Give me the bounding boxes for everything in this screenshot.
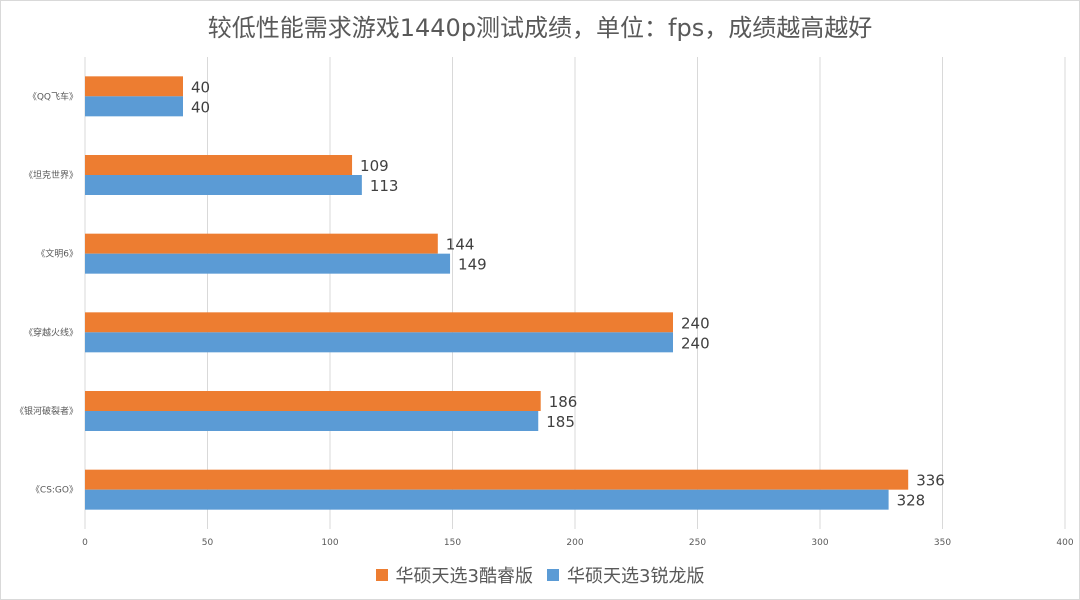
data-label: 40 bbox=[191, 98, 210, 116]
data-label: 336 bbox=[916, 472, 945, 490]
data-label: 240 bbox=[681, 314, 710, 332]
bar bbox=[85, 411, 539, 431]
bar bbox=[85, 233, 438, 254]
y-tick-label: 《穿越火线》 bbox=[24, 326, 78, 338]
y-tick-label: 《文明6》 bbox=[36, 248, 78, 260]
bar bbox=[85, 155, 353, 175]
y-tick-label: 《CS:GO》 bbox=[31, 485, 78, 496]
legend-swatch bbox=[547, 569, 559, 581]
data-label: 186 bbox=[549, 393, 578, 411]
x-tick-label: 0 bbox=[82, 538, 88, 548]
legend-swatch bbox=[375, 569, 388, 581]
x-tick-label: 200 bbox=[566, 538, 583, 548]
y-tick-label: 《QQ飞车》 bbox=[28, 90, 78, 102]
x-tick-label: 350 bbox=[934, 538, 951, 548]
chart-title: 较低性能需求游戏1440p测试成绩，单位：fps，成绩越高越好 bbox=[207, 14, 873, 42]
data-label: 40 bbox=[191, 78, 210, 96]
legend: 华硕天选3酷睿版 华硕天选3锐龙版 bbox=[0, 562, 1080, 588]
data-label: 328 bbox=[897, 492, 926, 510]
x-tick-label: 250 bbox=[689, 538, 706, 548]
bar bbox=[85, 312, 673, 333]
legend-label: 华硕天选3锐龙版 bbox=[567, 566, 705, 587]
y-tick-label: 《银河破裂者》 bbox=[15, 405, 78, 417]
data-label: 144 bbox=[446, 236, 475, 254]
data-label: 149 bbox=[458, 256, 487, 274]
x-tick-label: 400 bbox=[1056, 538, 1073, 548]
x-tick-label: 100 bbox=[321, 538, 338, 548]
bar bbox=[85, 332, 673, 353]
bar bbox=[85, 175, 362, 195]
x-tick-label: 150 bbox=[444, 538, 461, 548]
data-label: 185 bbox=[546, 413, 575, 431]
bar bbox=[85, 391, 541, 411]
legend-item: 华硕天选3酷睿版 bbox=[375, 562, 533, 588]
data-label: 113 bbox=[370, 177, 399, 195]
legend-label: 华硕天选3酷睿版 bbox=[395, 566, 533, 587]
x-tick-label: 300 bbox=[811, 538, 828, 548]
bar bbox=[85, 76, 183, 97]
y-tick-label: 《坦克世界》 bbox=[24, 169, 78, 181]
bar bbox=[85, 253, 451, 274]
data-label: 109 bbox=[360, 157, 389, 175]
x-tick-label: 50 bbox=[202, 538, 214, 548]
legend-item: 华硕天选3锐龙版 bbox=[547, 562, 704, 588]
bar bbox=[85, 489, 889, 510]
data-label: 240 bbox=[681, 334, 710, 352]
bar bbox=[85, 469, 909, 490]
bar bbox=[85, 96, 183, 117]
